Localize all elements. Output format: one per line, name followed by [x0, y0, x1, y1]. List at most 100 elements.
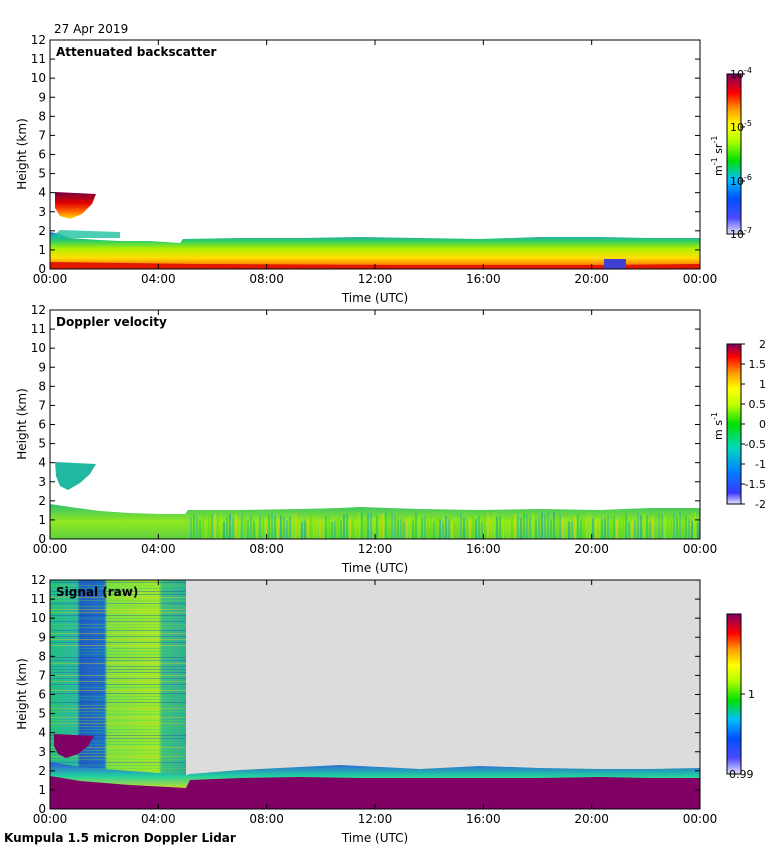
signal-noise-line: [50, 669, 186, 670]
y-tick-label: 0: [38, 532, 46, 546]
velocity-stripe: [322, 521, 324, 539]
signal-noise-line: [50, 729, 186, 730]
velocity-stripe: [202, 516, 204, 539]
velocity-stripe: [679, 512, 681, 539]
x-tick-label: 08:00: [249, 272, 284, 286]
signal-noise-line: [50, 768, 186, 769]
velocity-stripe: [490, 517, 492, 539]
velocity-stripe: [601, 519, 603, 539]
x-tick-label: 04:00: [141, 542, 176, 556]
velocity-stripe: [646, 515, 648, 539]
velocity-stripe: [532, 512, 534, 539]
x-tick-label: 00:00: [33, 542, 68, 556]
velocity-stripe: [391, 513, 393, 539]
colorbar-tick-label: 10-7: [730, 226, 752, 241]
colorbar-tick-label: 10-6: [730, 173, 752, 188]
velocity-stripe: [625, 513, 627, 539]
signal-noise-line: [50, 687, 186, 688]
velocity-stripe: [319, 519, 321, 539]
velocity-stripe: [478, 515, 480, 539]
velocity-stripe: [463, 517, 465, 539]
velocity-stripe: [511, 515, 513, 539]
velocity-stripe: [250, 515, 252, 539]
x-tick-label: 16:00: [466, 812, 501, 826]
velocity-stripe: [199, 520, 201, 539]
backscatter-xlabel: Time (UTC): [341, 291, 408, 305]
signal-noise-line: [50, 633, 186, 634]
signal-noise-line: [50, 603, 186, 604]
x-tick-label: 16:00: [466, 272, 501, 286]
x-tick-label: 00:00: [33, 812, 68, 826]
y-tick-label: 6: [38, 418, 46, 432]
x-tick-label: 00:00: [683, 812, 718, 826]
y-tick-label: 1: [38, 513, 46, 527]
velocity-stripe: [316, 515, 318, 539]
velocity-stripe: [661, 515, 663, 539]
velocity-stripe: [214, 513, 216, 539]
velocity-stripe: [493, 512, 495, 539]
signal-noise-line: [50, 699, 186, 700]
y-tick-label: 7: [38, 668, 46, 682]
velocity-stripe: [253, 521, 255, 539]
x-tick-label: 20:00: [574, 272, 609, 286]
velocity-stripe: [427, 521, 429, 539]
velocity-stripe: [619, 517, 621, 539]
velocity-stripe: [346, 513, 348, 539]
velocity-stripe: [634, 520, 636, 539]
velocity-stripe: [262, 516, 264, 539]
signal-noise-line: [50, 606, 186, 607]
velocity-stripe: [535, 519, 537, 539]
backscatter-residual-layer: [50, 230, 120, 238]
signal-noise-line: [50, 630, 186, 631]
velocity-stripe: [565, 518, 567, 539]
velocity-stripe: [523, 513, 525, 539]
signal-colorbar: [726, 613, 742, 775]
velocity-stripe: [595, 519, 597, 539]
signal-noise-line: [50, 690, 186, 691]
velocity-stripe: [220, 512, 222, 539]
colorbar-tick-label: 0.5: [749, 398, 767, 411]
signal-title: Signal (raw): [56, 585, 138, 599]
velocity-stripe: [451, 521, 453, 539]
signal-noise-line: [50, 660, 186, 661]
velocity-stripe: [259, 514, 261, 539]
signal-noise-line: [50, 621, 186, 622]
velocity-stripe: [475, 519, 477, 539]
velocity-stripe: [631, 521, 633, 539]
signal-xlabel: Time (UTC): [341, 831, 408, 845]
signal-noise-line: [50, 666, 186, 667]
velocity-stripe: [622, 515, 624, 539]
velocity-stripe: [649, 521, 651, 539]
velocity-stripe: [655, 512, 657, 539]
backscatter-colorbar: [726, 73, 742, 235]
velocity-stripe: [382, 513, 384, 539]
velocity-stripe: [541, 513, 543, 539]
signal-noise-line: [50, 726, 186, 727]
y-tick-label: 4: [38, 186, 46, 200]
velocity-stripe: [697, 521, 699, 539]
velocity-stripe: [613, 515, 615, 539]
signal-noise-line: [50, 714, 186, 715]
velocity-stripe: [421, 518, 423, 539]
velocity-stripe: [550, 519, 552, 539]
y-tick-label: 1: [38, 783, 46, 797]
velocity-x-axis: 00:00 04:00 08:00 12:00 16:00 20:00 00:00: [33, 310, 717, 556]
signal-noise-line: [50, 597, 186, 598]
velocity-stripe: [481, 521, 483, 539]
velocity-stripe: [637, 512, 639, 539]
x-tick-label: 12:00: [358, 812, 393, 826]
velocity-stripe: [337, 516, 339, 539]
velocity-stripe: [349, 518, 351, 539]
velocity-stripe: [502, 518, 504, 539]
signal-noise-line: [50, 696, 186, 697]
signal-noise-line: [50, 678, 186, 679]
velocity-stripe: [409, 515, 411, 539]
velocity-stripe: [487, 513, 489, 539]
signal-noise-line: [50, 585, 186, 586]
velocity-stripe: [367, 513, 369, 539]
velocity-title: Doppler velocity: [56, 315, 167, 329]
velocity-xlabel: Time (UTC): [341, 561, 408, 575]
